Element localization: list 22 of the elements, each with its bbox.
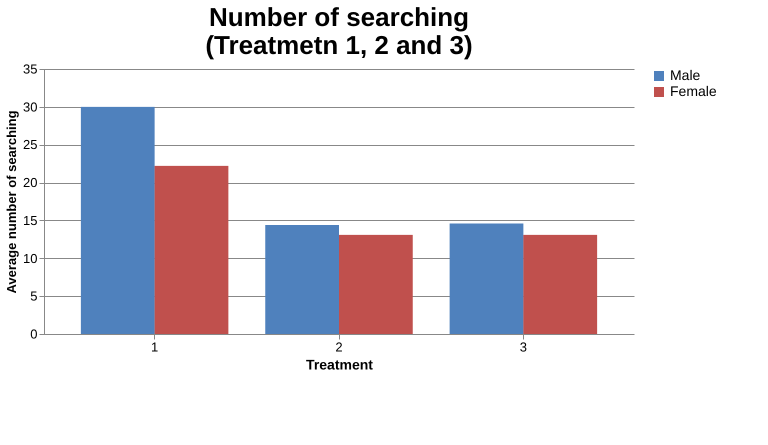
x-tick-label: 2 (335, 340, 343, 354)
y-tick-label: 35 (23, 62, 38, 76)
y-axis-title: Average number of searching (4, 110, 20, 294)
bar (339, 234, 413, 334)
y-tick-label: 5 (30, 288, 38, 304)
legend-label: Female (670, 83, 717, 99)
x-tick-label: 3 (520, 340, 527, 354)
y-tick-label: 15 (23, 212, 38, 228)
x-axis-title: Treatment (306, 356, 374, 372)
bar (265, 224, 339, 334)
bar (450, 223, 524, 334)
bar (80, 106, 155, 334)
x-tick-label: 1 (151, 340, 158, 354)
y-tick-label: 20 (23, 175, 38, 190)
y-tick-label: 25 (23, 137, 38, 152)
legend-label: Male (670, 67, 701, 83)
y-tick-label: 0 (30, 326, 38, 342)
bar (523, 234, 598, 334)
y-tick-label: 30 (23, 99, 38, 114)
y-tick-label: 10 (23, 250, 38, 266)
chart-title: Number of searching (Treatmetn 1, 2 and 3) (205, 2, 473, 60)
bar (154, 166, 228, 334)
